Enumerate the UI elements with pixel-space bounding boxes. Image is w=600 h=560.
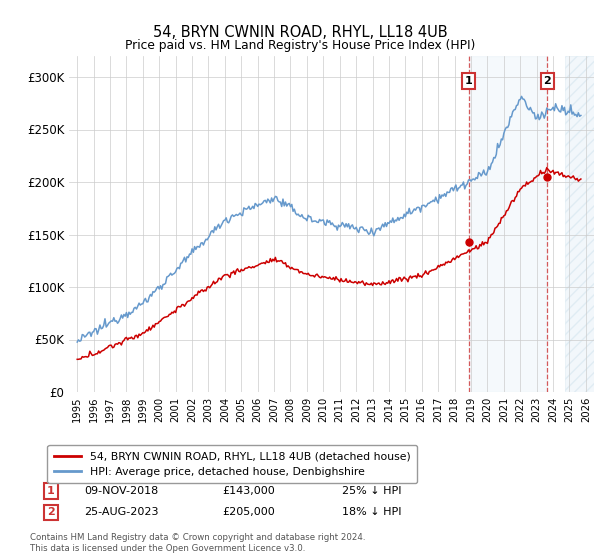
Text: 09-NOV-2018: 09-NOV-2018 <box>84 486 158 496</box>
Text: Contains HM Land Registry data © Crown copyright and database right 2024.
This d: Contains HM Land Registry data © Crown c… <box>30 533 365 553</box>
Text: Price paid vs. HM Land Registry's House Price Index (HPI): Price paid vs. HM Land Registry's House … <box>125 39 475 52</box>
Legend: 54, BRYN CWNIN ROAD, RHYL, LL18 4UB (detached house), HPI: Average price, detach: 54, BRYN CWNIN ROAD, RHYL, LL18 4UB (det… <box>47 445 417 483</box>
Text: £143,000: £143,000 <box>222 486 275 496</box>
Text: 54, BRYN CWNIN ROAD, RHYL, LL18 4UB: 54, BRYN CWNIN ROAD, RHYL, LL18 4UB <box>152 25 448 40</box>
Text: 1: 1 <box>47 486 55 496</box>
Text: 2: 2 <box>47 507 55 517</box>
Text: 1: 1 <box>465 76 473 86</box>
Text: 25% ↓ HPI: 25% ↓ HPI <box>342 486 401 496</box>
Text: 18% ↓ HPI: 18% ↓ HPI <box>342 507 401 517</box>
Text: 25-AUG-2023: 25-AUG-2023 <box>84 507 158 517</box>
Bar <box>469 56 547 392</box>
Text: £205,000: £205,000 <box>222 507 275 517</box>
Bar <box>565 56 594 392</box>
Text: 2: 2 <box>544 76 551 86</box>
